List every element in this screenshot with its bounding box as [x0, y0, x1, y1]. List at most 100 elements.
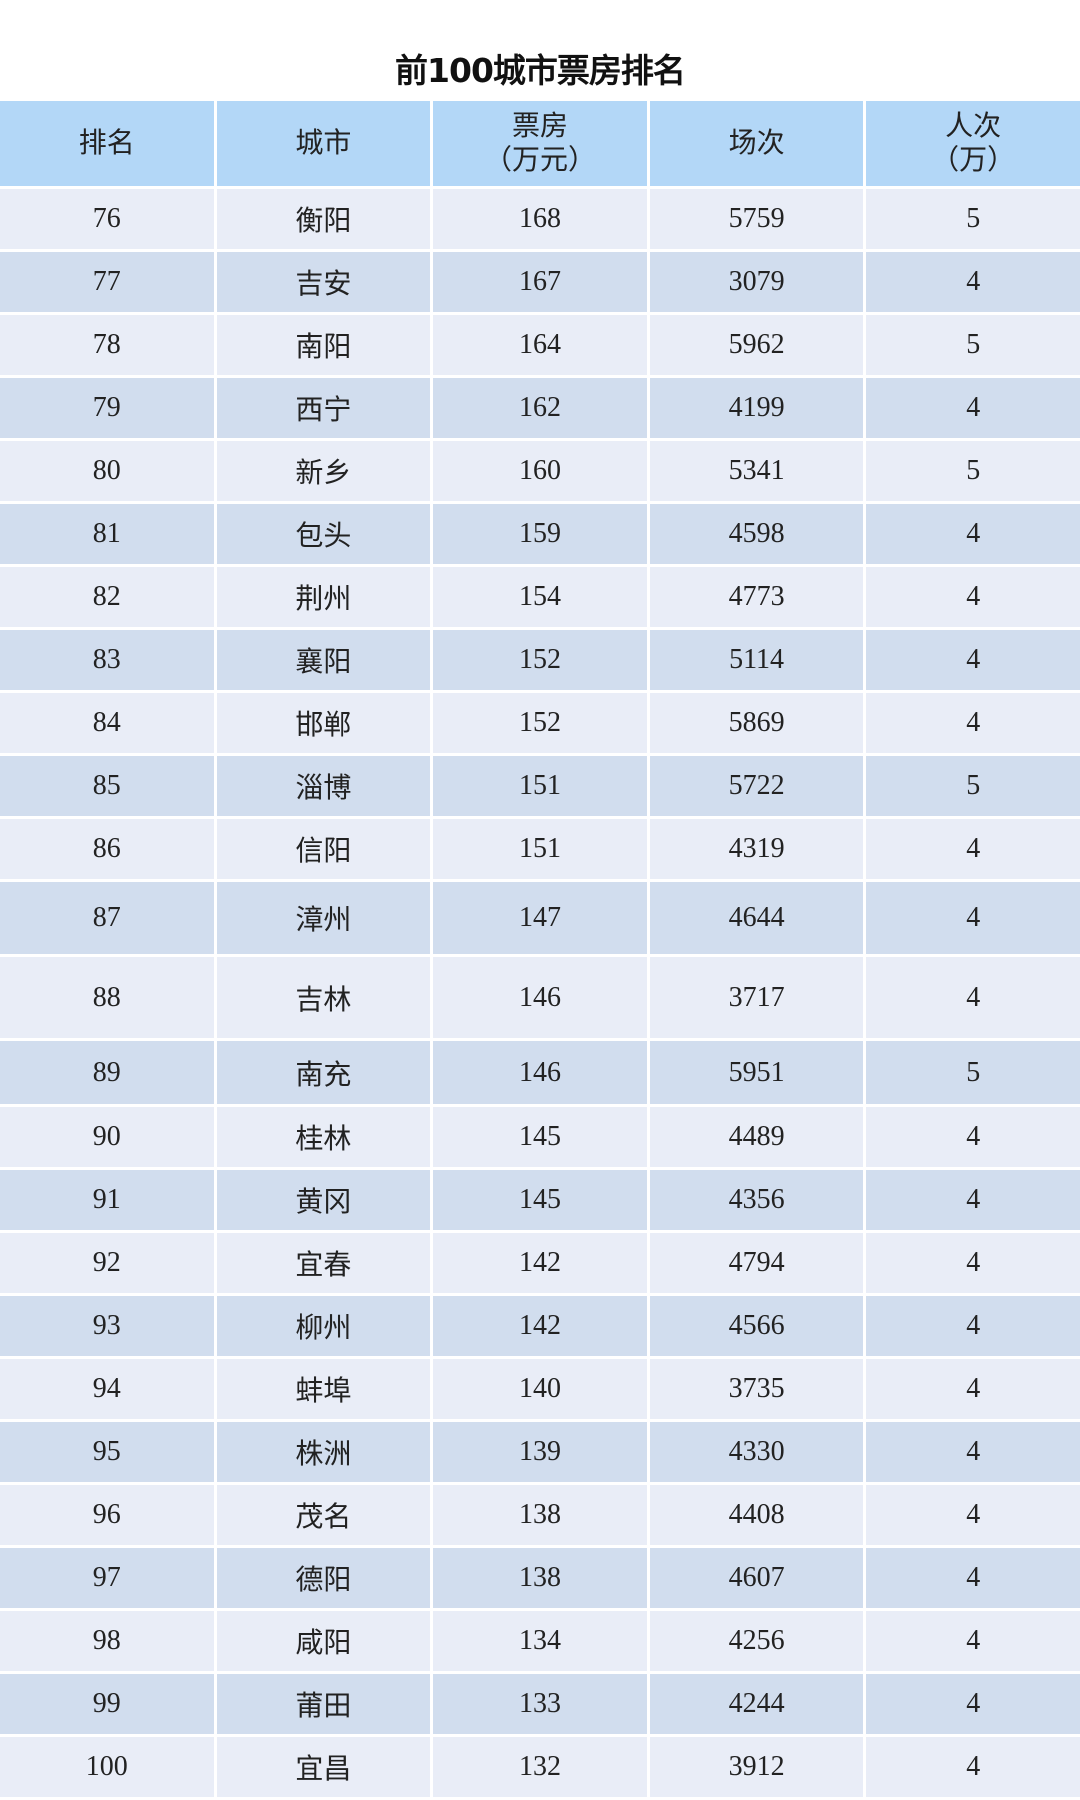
cell-rank: 91 — [0, 1170, 214, 1230]
cell-box-office: 164 — [433, 315, 647, 375]
cell-rank: 87 — [0, 882, 214, 954]
table-row: 89 南充 146 5951 5 — [0, 1041, 1080, 1104]
cell-box-office: 168 — [433, 189, 647, 249]
cell-screenings: 4319 — [649, 819, 864, 879]
cell-screenings: 5114 — [649, 630, 864, 690]
cell-admissions: 5 — [866, 1041, 1080, 1104]
cell-screenings: 4330 — [649, 1422, 864, 1482]
cell-rank: 98 — [0, 1611, 214, 1671]
table-row: 87 漳州 147 4644 4 — [0, 882, 1080, 954]
cell-rank: 94 — [0, 1359, 214, 1419]
cell-admissions: 4 — [866, 1548, 1080, 1608]
cell-admissions: 4 — [866, 693, 1080, 753]
cell-screenings: 4598 — [649, 504, 864, 564]
cell-screenings: 4489 — [649, 1107, 864, 1167]
cell-city: 邯郸 — [216, 693, 431, 753]
cell-city: 宜春 — [216, 1233, 431, 1293]
cell-screenings: 4607 — [649, 1548, 864, 1608]
cell-rank: 92 — [0, 1233, 214, 1293]
cell-box-office: 145 — [433, 1170, 647, 1230]
cell-city: 黄冈 — [216, 1170, 431, 1230]
cell-box-office: 162 — [433, 378, 647, 438]
header-box-office: 票房 （万元） — [433, 101, 647, 186]
cell-box-office: 151 — [433, 819, 647, 879]
cell-rank: 76 — [0, 189, 214, 249]
cell-rank: 78 — [0, 315, 214, 375]
cell-box-office: 139 — [433, 1422, 647, 1482]
cell-rank: 79 — [0, 378, 214, 438]
cell-admissions: 4 — [866, 1485, 1080, 1545]
cell-city: 淄博 — [216, 756, 431, 816]
cell-box-office: 147 — [433, 882, 647, 954]
header-rank: 排名 — [0, 101, 214, 186]
table-row: 84 邯郸 152 5869 4 — [0, 693, 1080, 753]
cell-rank: 89 — [0, 1041, 214, 1104]
cell-city: 莆田 — [216, 1674, 431, 1734]
table-row: 98 咸阳 134 4256 4 — [0, 1611, 1080, 1671]
cell-admissions: 4 — [866, 1170, 1080, 1230]
cell-city: 包头 — [216, 504, 431, 564]
cell-box-office: 138 — [433, 1548, 647, 1608]
cell-screenings: 4408 — [649, 1485, 864, 1545]
cell-box-office: 151 — [433, 756, 647, 816]
cell-rank: 80 — [0, 441, 214, 501]
cell-box-office: 138 — [433, 1485, 647, 1545]
cell-city: 咸阳 — [216, 1611, 431, 1671]
cell-box-office: 140 — [433, 1359, 647, 1419]
header-screenings: 场次 — [649, 101, 864, 186]
cell-city: 衡阳 — [216, 189, 431, 249]
cell-box-office: 133 — [433, 1674, 647, 1734]
cell-screenings: 5759 — [649, 189, 864, 249]
cell-admissions: 4 — [866, 1611, 1080, 1671]
cell-city: 新乡 — [216, 441, 431, 501]
cell-city: 宜昌 — [216, 1737, 431, 1797]
cell-admissions: 5 — [866, 441, 1080, 501]
cell-screenings: 3735 — [649, 1359, 864, 1419]
cell-screenings: 5341 — [649, 441, 864, 501]
cell-rank: 97 — [0, 1548, 214, 1608]
table-row: 88 吉林 146 3717 4 — [0, 957, 1080, 1038]
header-city: 城市 — [216, 101, 431, 186]
cell-city: 吉林 — [216, 957, 431, 1038]
table-row: 78 南阳 164 5962 5 — [0, 315, 1080, 375]
cell-box-office: 160 — [433, 441, 647, 501]
cell-rank: 81 — [0, 504, 214, 564]
cell-admissions: 4 — [866, 1359, 1080, 1419]
cell-admissions: 4 — [866, 1296, 1080, 1356]
cell-admissions: 4 — [866, 1233, 1080, 1293]
cell-rank: 86 — [0, 819, 214, 879]
cell-city: 襄阳 — [216, 630, 431, 690]
cell-screenings: 5962 — [649, 315, 864, 375]
cell-rank: 85 — [0, 756, 214, 816]
cell-admissions: 5 — [866, 756, 1080, 816]
table-row: 82 荆州 154 4773 4 — [0, 567, 1080, 627]
cell-admissions: 4 — [866, 1737, 1080, 1797]
header-admissions: 人次 （万） — [866, 101, 1080, 186]
cell-rank: 90 — [0, 1107, 214, 1167]
cell-screenings: 4644 — [649, 882, 864, 954]
cell-rank: 83 — [0, 630, 214, 690]
cell-box-office: 159 — [433, 504, 647, 564]
cell-admissions: 4 — [866, 957, 1080, 1038]
cell-screenings: 5722 — [649, 756, 864, 816]
table-row: 83 襄阳 152 5114 4 — [0, 630, 1080, 690]
table-row: 76 衡阳 168 5759 5 — [0, 189, 1080, 249]
cell-rank: 88 — [0, 957, 214, 1038]
cell-rank: 100 — [0, 1737, 214, 1797]
table-row: 79 西宁 162 4199 4 — [0, 378, 1080, 438]
table-row: 90 桂林 145 4489 4 — [0, 1107, 1080, 1167]
table-row: 100 宜昌 132 3912 4 — [0, 1737, 1080, 1797]
cell-screenings: 4256 — [649, 1611, 864, 1671]
cell-admissions: 4 — [866, 504, 1080, 564]
cell-screenings: 3912 — [649, 1737, 864, 1797]
cell-rank: 93 — [0, 1296, 214, 1356]
cell-box-office: 134 — [433, 1611, 647, 1671]
cell-box-office: 142 — [433, 1233, 647, 1293]
cell-box-office: 152 — [433, 693, 647, 753]
cell-box-office: 146 — [433, 957, 647, 1038]
cell-city: 吉安 — [216, 252, 431, 312]
cell-admissions: 4 — [866, 1107, 1080, 1167]
cell-box-office: 167 — [433, 252, 647, 312]
cell-admissions: 4 — [866, 567, 1080, 627]
cell-admissions: 4 — [866, 1674, 1080, 1734]
